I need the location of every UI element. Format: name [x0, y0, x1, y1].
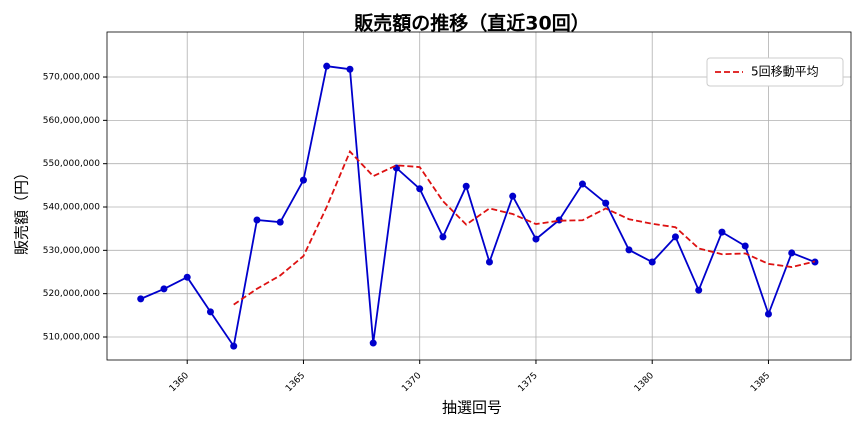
plot-frame — [106, 31, 852, 361]
y-tick-label: 550,000,000 — [43, 159, 101, 169]
data-point — [764, 310, 772, 318]
x-tick-label: 1380 — [633, 371, 656, 394]
data-point — [276, 218, 284, 226]
series-line — [233, 149, 816, 306]
data-point — [299, 176, 307, 184]
y-tick-label: 530,000,000 — [43, 246, 101, 256]
x-tick-label: 1385 — [749, 371, 772, 394]
x-tick-label: 1370 — [400, 371, 423, 394]
chart-title: 販売額の推移（直近30回） — [354, 12, 589, 35]
data-point — [509, 192, 517, 200]
data-point — [346, 65, 354, 73]
y-axis-label: 販売額（円） — [13, 165, 31, 255]
x-tick-label: 1360 — [168, 371, 191, 394]
data-point — [625, 246, 633, 254]
data-point — [788, 249, 796, 257]
data-point — [439, 233, 447, 241]
data-point — [369, 339, 377, 347]
data-point — [230, 342, 238, 350]
y-tick-label: 520,000,000 — [43, 289, 101, 299]
y-tick-label: 570,000,000 — [43, 73, 101, 83]
data-point — [206, 308, 214, 316]
data-point — [695, 286, 703, 294]
data-point — [578, 180, 586, 188]
data-point — [416, 185, 424, 193]
x-tick-label: 1365 — [284, 371, 307, 394]
data-point — [532, 235, 540, 243]
data-point — [741, 242, 749, 250]
data-point — [253, 216, 261, 224]
data-point — [648, 258, 656, 266]
data-point — [137, 295, 145, 303]
data-point — [323, 62, 331, 70]
legend-label: 5回移動平均 — [751, 65, 819, 79]
data-point — [462, 182, 470, 190]
x-axis-label: 抽選回号 — [442, 399, 502, 417]
data-point — [718, 228, 726, 236]
data-point — [602, 199, 610, 207]
legend-box — [706, 57, 844, 87]
data-point — [671, 233, 679, 241]
data-point — [485, 258, 493, 266]
y-tick-label: 560,000,000 — [43, 116, 101, 126]
x-tick-label: 1375 — [517, 371, 540, 394]
y-tick-label: 540,000,000 — [43, 203, 101, 213]
y-tick-label: 510,000,000 — [43, 332, 101, 342]
data-point — [160, 285, 168, 293]
data-point — [183, 273, 191, 281]
series-line — [140, 65, 816, 349]
